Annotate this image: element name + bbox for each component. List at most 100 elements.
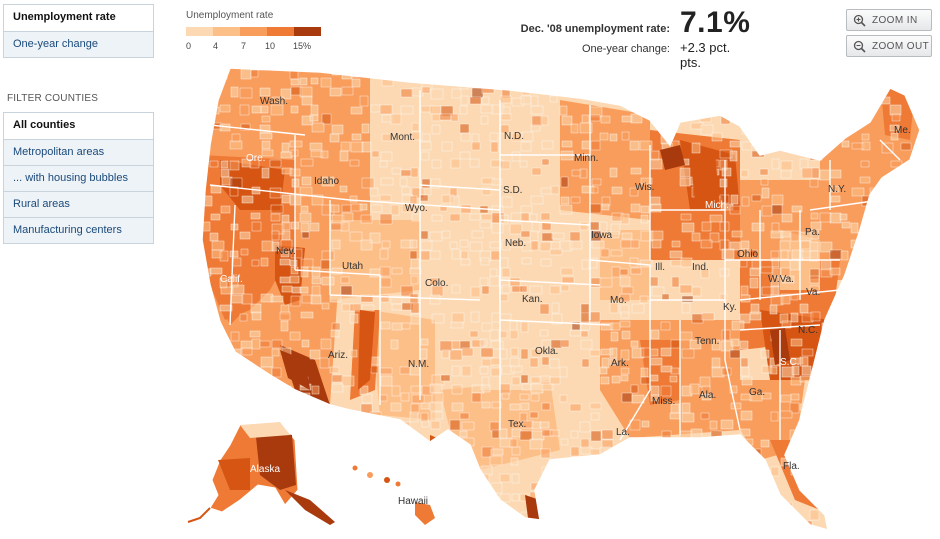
county-cell	[320, 77, 332, 88]
county-cell	[540, 510, 553, 519]
county-cell	[781, 87, 794, 98]
county-cell	[919, 267, 920, 279]
county-cell	[829, 349, 838, 359]
county-cell	[491, 429, 500, 439]
county-cell	[709, 232, 720, 243]
county-cell	[731, 437, 745, 447]
county-cell	[579, 421, 591, 433]
county-cell	[780, 96, 790, 104]
county-cell	[309, 222, 320, 232]
filter-all-counties[interactable]: All counties	[4, 113, 153, 139]
county-cell	[459, 239, 469, 248]
county-cell	[370, 421, 379, 431]
county-cell	[202, 195, 203, 203]
county-cell	[190, 358, 199, 364]
tab-unemployment-rate[interactable]: Unemployment rate	[4, 5, 153, 31]
county-cell	[571, 169, 582, 177]
county-cell	[932, 484, 940, 490]
hawaii-inset[interactable]	[352, 465, 436, 526]
county-cell	[240, 340, 253, 350]
county-cell	[551, 302, 560, 314]
county-cell	[760, 88, 770, 96]
us-county-map[interactable]: Wash. Ore. Idaho Mont. Wyo. Nev. Calif. …	[180, 60, 940, 539]
county-cell	[850, 286, 860, 298]
county-cell	[310, 77, 319, 85]
county-cell	[810, 421, 824, 433]
county-cell	[630, 384, 639, 394]
zoom-out-button[interactable]: ZOOM OUT	[846, 35, 932, 57]
zoom-in-button[interactable]: ZOOM IN	[846, 9, 932, 31]
county-cell	[391, 385, 401, 397]
county-cell	[679, 97, 688, 109]
county-cell	[280, 518, 290, 530]
county-cell	[311, 194, 324, 206]
county-cell	[859, 338, 869, 347]
county-cell	[220, 168, 230, 178]
county-cell	[581, 259, 590, 270]
county-cell	[730, 338, 740, 347]
filter-manufacturing-centers[interactable]: Manufacturing centers	[4, 217, 153, 243]
county-cell	[740, 410, 753, 421]
county-cell	[721, 439, 735, 448]
county-cell	[899, 383, 913, 395]
county-cell	[841, 97, 851, 109]
county-cell	[469, 502, 478, 513]
county-cell	[819, 420, 829, 429]
county-cell	[890, 68, 899, 72]
county-cell	[202, 321, 205, 329]
county-cell	[529, 213, 538, 222]
county-cell	[300, 311, 314, 319]
county-cell	[809, 68, 819, 72]
county-cell	[600, 69, 610, 80]
county-cell	[911, 348, 920, 356]
county-cell	[570, 430, 579, 439]
county-cell	[522, 60, 534, 66]
county-cell	[289, 275, 300, 284]
filter-housing-bubbles[interactable]: ... with housing bubbles	[4, 165, 153, 191]
county-cell	[299, 455, 312, 464]
county-map[interactable]: Wash. Ore. Idaho Mont. Wyo. Nev. Calif. …	[180, 60, 940, 539]
county-cell	[849, 79, 862, 91]
county-cell	[349, 349, 358, 358]
county-cell	[481, 527, 492, 530]
filter-rural-areas[interactable]: Rural areas	[4, 191, 153, 217]
county-cell	[820, 259, 832, 271]
county-cell	[461, 437, 475, 447]
county-cell	[649, 158, 663, 170]
county-cell	[650, 230, 664, 241]
county-cell	[270, 509, 281, 518]
county-cell	[870, 448, 882, 460]
county-cell	[549, 95, 558, 103]
state-label-ill: Ill.	[655, 262, 665, 273]
county-cell	[610, 331, 619, 342]
county-cell	[932, 475, 940, 483]
county-cell	[510, 457, 519, 466]
county-cell	[899, 185, 911, 195]
county-cell	[609, 491, 621, 501]
county-cell	[290, 403, 300, 412]
alaska-inset[interactable]	[187, 421, 335, 525]
county-cell	[549, 429, 560, 437]
county-cell	[649, 276, 659, 287]
filter-metropolitan-areas[interactable]: Metropolitan areas	[4, 139, 153, 165]
county-cell	[321, 302, 330, 310]
county-cell	[289, 331, 301, 341]
state-label-la: La.	[616, 427, 630, 438]
county-cell	[380, 375, 393, 387]
county-cell	[880, 510, 891, 519]
state-label-tex: Tex.	[508, 419, 526, 430]
state-borders	[209, 90, 901, 441]
county-cell	[300, 475, 314, 486]
tab-one-year-change[interactable]: One-year change	[4, 31, 153, 57]
county-cell	[311, 429, 322, 441]
county-cell	[489, 268, 498, 278]
county-cell	[930, 359, 940, 368]
county-cell	[370, 204, 383, 213]
county-cell	[509, 320, 518, 332]
county-cell	[202, 142, 211, 152]
county-cell	[690, 428, 703, 439]
county-cell	[480, 213, 493, 221]
county-cell	[801, 365, 812, 376]
county-cell	[811, 167, 820, 179]
county-cell	[741, 527, 753, 530]
